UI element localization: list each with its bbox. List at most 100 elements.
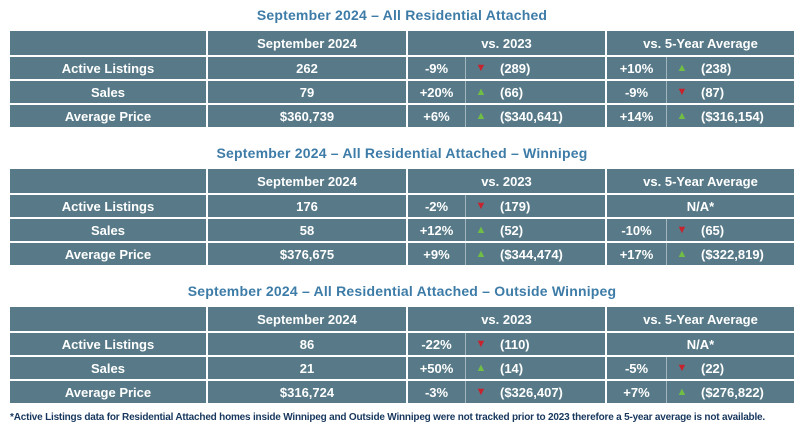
current-value: 79: [208, 81, 406, 103]
change-pct: +50%: [408, 357, 466, 379]
column-header-vs-2023: vs. 2023: [408, 169, 605, 193]
comparison-value: (238): [701, 60, 732, 76]
down-arrow-icon: ▼: [475, 199, 487, 212]
column-header-vs-5yr: vs. 5-Year Average: [607, 31, 794, 55]
table-row: Sales 58 +12% ▲ (52) -10% ▼ (65): [10, 219, 794, 241]
vs-5yr-cell: +17% ▲ ($322,819): [607, 243, 794, 265]
comparison-value: (22): [701, 360, 725, 376]
vs-2023-cell: +6% ▲ ($340,641): [408, 105, 605, 127]
change-pct: +7%: [607, 381, 667, 403]
current-value: 176: [208, 195, 406, 217]
vs-5yr-cell: -9% ▼ (87): [607, 81, 794, 103]
vs-2023-cell: -3% ▼ ($326,407): [408, 381, 605, 403]
corner-cell: [10, 31, 206, 55]
comparison-value: (65): [701, 222, 725, 238]
comparison-value: (87): [701, 84, 725, 100]
up-arrow-icon: ▲: [676, 109, 688, 122]
vs-2023-cell: -2% ▼ (179): [408, 195, 605, 217]
comparison-value: ($340,641): [500, 108, 563, 124]
comparison-value: (179): [500, 198, 531, 214]
change-pct: +14%: [607, 105, 667, 127]
table-row: Sales 21 +50% ▲ (14) -5% ▼ (22): [10, 357, 794, 379]
change-pct: -22%: [408, 333, 466, 355]
column-header-vs-2023: vs. 2023: [408, 307, 605, 331]
comparison-value: (52): [500, 222, 524, 238]
change-pct: -3%: [408, 381, 466, 403]
up-arrow-icon: ▲: [475, 85, 487, 98]
change-pct: +12%: [408, 219, 466, 241]
up-arrow-icon: ▲: [475, 361, 487, 374]
vs-5yr-cell: -5% ▼ (22): [607, 357, 794, 379]
vs-5yr-cell: +7% ▲ ($276,822): [607, 381, 794, 403]
change-pct: -9%: [607, 81, 667, 103]
row-label: Active Listings: [10, 333, 206, 355]
column-header-current: September 2024: [208, 31, 406, 55]
current-value: $360,739: [208, 105, 406, 127]
comparison-value: (66): [500, 84, 524, 100]
current-value: $316,724: [208, 381, 406, 403]
down-arrow-icon: ▼: [475, 61, 487, 74]
change-pct: +6%: [408, 105, 466, 127]
section-outside-winnipeg: September 2024 – All Residential Attache…: [10, 282, 794, 403]
table-row: Active Listings 262 -9% ▼ (289) +10% ▲ (…: [10, 57, 794, 79]
vs-5yr-cell-na: N/A*: [607, 195, 794, 217]
change-pct: -10%: [607, 219, 667, 241]
row-label: Active Listings: [10, 195, 206, 217]
table-title: September 2024 – All Residential Attache…: [256, 7, 548, 23]
vs-5yr-cell: +10% ▲ (238): [607, 57, 794, 79]
table-title: September 2024 – All Residential Attache…: [216, 145, 588, 161]
table-row: Average Price $360,739 +6% ▲ ($340,641) …: [10, 105, 794, 127]
table-row: Average Price $376,675 +9% ▲ ($344,474) …: [10, 243, 794, 265]
vs-2023-cell: -22% ▼ (110): [408, 333, 605, 355]
vs-2023-cell: -9% ▼ (289): [408, 57, 605, 79]
current-value: 58: [208, 219, 406, 241]
table-header-row: September 2024 vs. 2023 vs. 5-Year Avera…: [10, 169, 794, 193]
section-winnipeg: September 2024 – All Residential Attache…: [10, 144, 794, 265]
change-pct: +20%: [408, 81, 466, 103]
vs-5yr-cell: -10% ▼ (65): [607, 219, 794, 241]
na-value: N/A*: [686, 198, 715, 214]
na-value: N/A*: [686, 336, 715, 352]
row-label: Average Price: [10, 243, 206, 265]
footnote: *Active Listings data for Residential At…: [10, 412, 765, 423]
up-arrow-icon: ▲: [676, 247, 688, 260]
change-pct: +17%: [607, 243, 667, 265]
vs-2023-cell: +20% ▲ (66): [408, 81, 605, 103]
down-arrow-icon: ▼: [475, 337, 487, 350]
corner-cell: [10, 169, 206, 193]
table-header-row: September 2024 vs. 2023 vs. 5-Year Avera…: [10, 31, 794, 55]
comparison-value: ($322,819): [701, 246, 764, 262]
comparison-value: ($316,154): [701, 108, 764, 124]
up-arrow-icon: ▲: [475, 223, 487, 236]
row-label: Sales: [10, 219, 206, 241]
change-pct: -5%: [607, 357, 667, 379]
column-header-current: September 2024: [208, 169, 406, 193]
vs-2023-cell: +12% ▲ (52): [408, 219, 605, 241]
column-header-vs-2023: vs. 2023: [408, 31, 605, 55]
down-arrow-icon: ▼: [676, 85, 688, 98]
row-label: Sales: [10, 357, 206, 379]
comparison-value: ($326,407): [500, 384, 563, 400]
vs-5yr-cell: +14% ▲ ($316,154): [607, 105, 794, 127]
change-pct: +10%: [607, 57, 667, 79]
row-label: Average Price: [10, 105, 206, 127]
comparison-value: ($276,822): [701, 384, 764, 400]
row-label: Sales: [10, 81, 206, 103]
comparison-value: ($344,474): [500, 246, 563, 262]
row-label: Average Price: [10, 381, 206, 403]
table-row: Active Listings 86 -22% ▼ (110) N/A*: [10, 333, 794, 355]
data-table: September 2024 vs. 2023 vs. 5-Year Avera…: [10, 31, 794, 127]
column-header-vs-5yr: vs. 5-Year Average: [607, 307, 794, 331]
down-arrow-icon: ▼: [475, 385, 487, 398]
down-arrow-icon: ▼: [676, 361, 688, 374]
change-pct: +9%: [408, 243, 466, 265]
corner-cell: [10, 307, 206, 331]
vs-5yr-cell-na: N/A*: [607, 333, 794, 355]
current-value: 86: [208, 333, 406, 355]
table-row: Sales 79 +20% ▲ (66) -9% ▼ (87): [10, 81, 794, 103]
up-arrow-icon: ▲: [475, 109, 487, 122]
table-title: September 2024 – All Residential Attache…: [187, 283, 617, 299]
comparison-value: (110): [500, 336, 530, 352]
current-value: 21: [208, 357, 406, 379]
